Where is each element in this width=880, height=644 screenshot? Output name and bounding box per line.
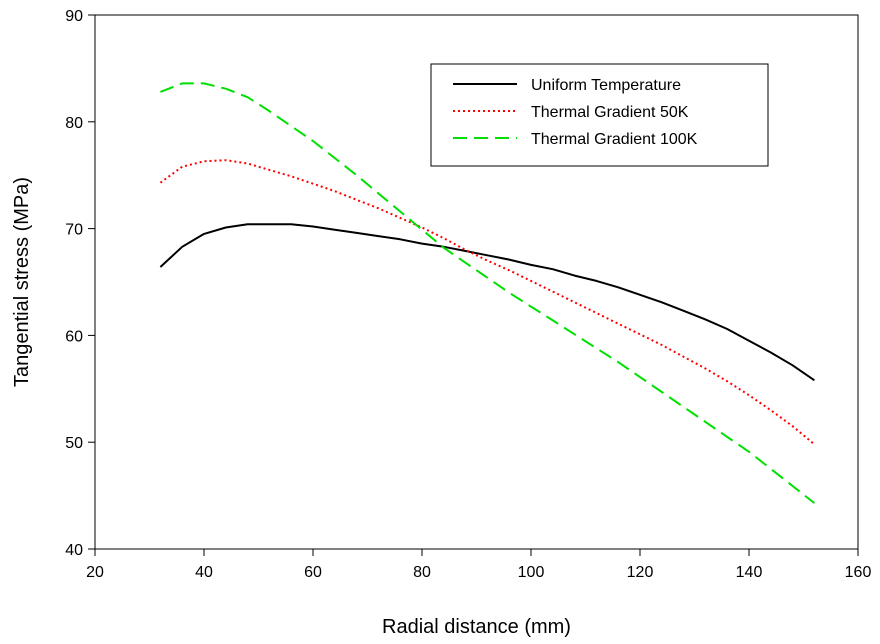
x-tick-label: 40 [195, 564, 213, 581]
y-tick-label: 70 [65, 222, 83, 239]
legend-label-1: Thermal Gradient 50K [531, 104, 689, 121]
y-tick-label: 90 [65, 8, 83, 25]
x-tick-label: 100 [518, 564, 545, 581]
legend: Uniform Temperature Thermal Gradient 50K T… [430, 63, 769, 167]
x-tick-label: 160 [845, 564, 872, 581]
series-line-2 [160, 82, 816, 504]
x-tick-label: 120 [627, 564, 654, 581]
y-tick-label: 80 [65, 115, 83, 132]
legend-label-0: Uniform Temperature [531, 77, 681, 94]
plot-frame [94, 14, 859, 550]
y-tick-label: 40 [65, 542, 83, 559]
legend-label-2: Thermal Gradient 100K [531, 131, 698, 148]
series-lines [159, 82, 816, 504]
legend-box [430, 63, 769, 167]
x-tick-label: 80 [413, 564, 431, 581]
x-tick-label: 60 [304, 564, 322, 581]
x-axis-title: Radial distance (mm) [382, 616, 571, 638]
y-tick-label: 50 [65, 435, 83, 452]
y-axis-title: Tangential stress (MPa) [11, 177, 33, 387]
x-tick-label: 140 [736, 564, 763, 581]
plot-area [94, 14, 859, 550]
x-tick-label: 20 [86, 564, 104, 581]
y-tick-label: 60 [65, 328, 83, 345]
series-line-0 [159, 223, 815, 382]
series-line-1 [159, 159, 816, 446]
